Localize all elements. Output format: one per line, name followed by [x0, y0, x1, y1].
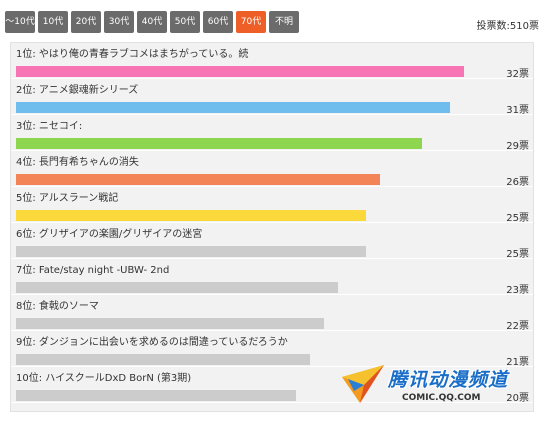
age-tab-3[interactable]: 30代: [104, 11, 134, 33]
vote-count: 20票: [506, 393, 529, 404]
vote-count: 21票: [506, 357, 529, 368]
age-tab-1[interactable]: 10代: [38, 11, 68, 33]
bar-track: [16, 102, 486, 113]
ranking-title: 4位: 長門有希ちゃんの消失: [16, 157, 139, 168]
vote-bar: [16, 318, 324, 329]
vote-bar: [16, 66, 464, 77]
ranking-row: 3位: ニセコイ: 29票: [11, 115, 533, 152]
bar-track: [16, 210, 486, 221]
age-tab-2[interactable]: 20代: [71, 11, 101, 33]
ranking-title: 5位: アルスラーン戦記: [16, 193, 119, 204]
ranking-title: 7位: Fate/stay night -UBW- 2nd: [16, 265, 170, 276]
total-votes: 投票数:510票: [476, 21, 539, 32]
vote-bar: [16, 282, 338, 293]
vote-bar: [16, 102, 450, 113]
ranking-title: 6位: グリザイアの楽園/グリザイアの迷宮: [16, 229, 203, 240]
bar-track: [16, 354, 486, 365]
ranking-row: 6位: グリザイアの楽園/グリザイアの迷宮 25票: [11, 223, 533, 260]
age-tab-6[interactable]: 60代: [203, 11, 233, 33]
bar-track: [16, 246, 486, 257]
ranking-title: 9位: ダンジョンに出会いを求めるのは間違っているだろうか: [16, 337, 288, 348]
vote-bar: [16, 138, 422, 149]
ranking-list: 1位: やはり俺の青春ラブコメはまちがっている。続 32票 2位: アニメ銀魂新シリ…: [10, 42, 534, 412]
watermark: 腾讯动漫频道 COMIC.QQ.COM: [340, 357, 540, 412]
watermark-url: COMIC.QQ.COM: [402, 393, 481, 403]
vote-bar: [16, 390, 296, 401]
ranking-title: 2位: アニメ銀魂新シリーズ: [16, 85, 139, 96]
bar-track: [16, 390, 486, 401]
age-tab-7[interactable]: 70代: [236, 11, 266, 33]
vote-bar: [16, 354, 310, 365]
vote-count: 26票: [506, 177, 529, 188]
vote-count: 29票: [506, 141, 529, 152]
vote-count: 23票: [506, 285, 529, 296]
vote-bar: [16, 174, 380, 185]
paper-plane-logo-icon: [342, 365, 384, 403]
ranking-row: 9位: ダンジョンに出会いを求めるのは間違っているだろうか 21票: [11, 331, 533, 368]
ranking-row: 2位: アニメ銀魂新シリーズ 31票: [11, 79, 533, 116]
ranking-title: 1位: やはり俺の青春ラブコメはまちがっている。続: [16, 49, 249, 60]
vote-bar: [16, 210, 366, 221]
ranking-row: 8位: 食戟のソーマ 22票: [11, 295, 533, 332]
ranking-row: 10位: ハイスクールDxD BorN (第3期) 20票: [11, 367, 533, 404]
vote-count: 22票: [506, 321, 529, 332]
vote-count: 25票: [506, 213, 529, 224]
bar-track: [16, 318, 486, 329]
age-tab-5[interactable]: 50代: [170, 11, 200, 33]
watermark-title: 腾讯动漫频道: [388, 369, 509, 391]
vote-count: 25票: [506, 249, 529, 260]
ranking-row: 5位: アルスラーン戦記 25票: [11, 187, 533, 224]
vote-bar: [16, 246, 366, 257]
bar-track: [16, 282, 486, 293]
age-tab-4[interactable]: 40代: [137, 11, 167, 33]
vote-count: 32票: [506, 69, 529, 80]
vote-count: 31票: [506, 105, 529, 116]
age-tab-8[interactable]: 不明: [269, 11, 299, 33]
ranking-row: 1位: やはり俺の青春ラブコメはまちがっている。続 32票: [11, 43, 533, 80]
bar-track: [16, 66, 486, 77]
ranking-row: 4位: 長門有希ちゃんの消失 26票: [11, 151, 533, 188]
ranking-title: 10位: ハイスクールDxD BorN (第3期): [16, 373, 192, 384]
ranking-title: 8位: 食戟のソーマ: [16, 301, 99, 312]
bar-track: [16, 174, 486, 185]
bar-track: [16, 138, 486, 149]
ranking-title: 3位: ニセコイ:: [16, 121, 83, 132]
age-tab-0[interactable]: ～10代: [5, 11, 35, 33]
ranking-row: 7位: Fate/stay night -UBW- 2nd 23票: [11, 259, 533, 296]
